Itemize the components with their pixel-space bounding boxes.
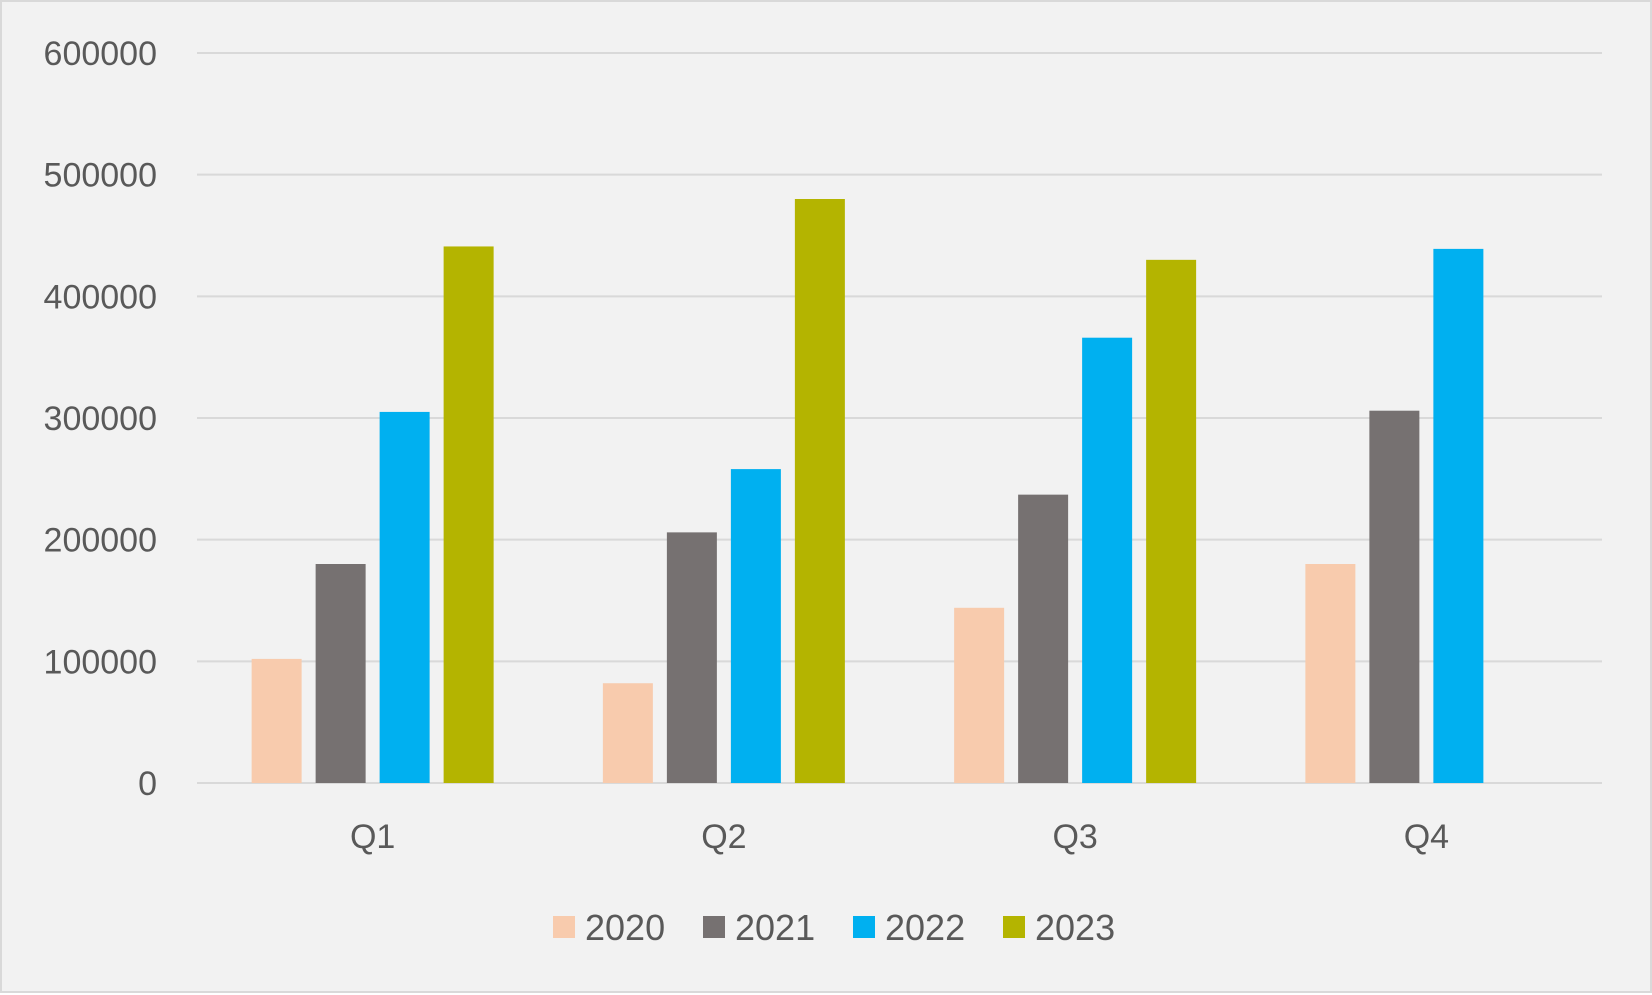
bar-q1-2021 xyxy=(315,564,366,783)
legend-item-2023: 2023 xyxy=(1003,907,1115,948)
legend-item-2021: 2021 xyxy=(703,907,815,948)
bar-q3-2023 xyxy=(1146,259,1197,783)
legend-swatch-2023 xyxy=(1003,916,1025,938)
legend-item-2022: 2022 xyxy=(853,907,965,948)
x-tick-label-q2: Q2 xyxy=(701,818,746,856)
y-tick-label: 100000 xyxy=(44,643,157,681)
bar-q4-2022 xyxy=(1433,248,1484,784)
y-tick-label: 200000 xyxy=(44,522,157,560)
legend-swatch-2022 xyxy=(853,916,875,938)
legend-item-2020: 2020 xyxy=(553,907,665,948)
legend-label-2020: 2020 xyxy=(585,907,665,948)
legend: 2020 2021 2022 2023 xyxy=(553,907,1115,948)
bar-q2-2022 xyxy=(730,469,781,783)
bars xyxy=(251,199,1484,784)
x-tick-label-q4: Q4 xyxy=(1404,818,1449,856)
y-tick-label: 400000 xyxy=(44,278,157,316)
y-axis-tick-labels: 0 100000 200000 300000 400000 500000 600000 xyxy=(44,35,157,803)
bar-q2-2021 xyxy=(666,532,717,783)
legend-label-2022: 2022 xyxy=(885,907,965,948)
x-tick-label-q1: Q1 xyxy=(350,818,395,856)
bar-q1-2020 xyxy=(251,658,302,783)
y-tick-label: 500000 xyxy=(44,157,157,195)
bar-q1-2022 xyxy=(379,411,430,783)
gridlines xyxy=(197,52,1602,784)
legend-swatch-2021 xyxy=(703,916,725,938)
bar-q1-2023 xyxy=(443,246,494,783)
bar-q2-2020 xyxy=(602,683,653,783)
bar-q2-2023 xyxy=(794,199,845,783)
bar-q3-2022 xyxy=(1082,337,1133,783)
legend-swatch-2020 xyxy=(553,916,575,938)
y-tick-label: 600000 xyxy=(44,35,157,73)
bar-q4-2020 xyxy=(1305,564,1356,783)
bar-q3-2020 xyxy=(954,607,1005,783)
legend-label-2021: 2021 xyxy=(735,907,815,948)
legend-label-2023: 2023 xyxy=(1035,907,1115,948)
x-tick-label-q3: Q3 xyxy=(1052,818,1097,856)
y-tick-label: 300000 xyxy=(44,400,157,438)
y-tick-label: 0 xyxy=(138,765,157,803)
bar-q3-2021 xyxy=(1018,494,1069,783)
bar-q4-2021 xyxy=(1369,410,1420,783)
x-axis-tick-labels: Q1 Q2 Q3 Q4 xyxy=(350,818,1449,856)
